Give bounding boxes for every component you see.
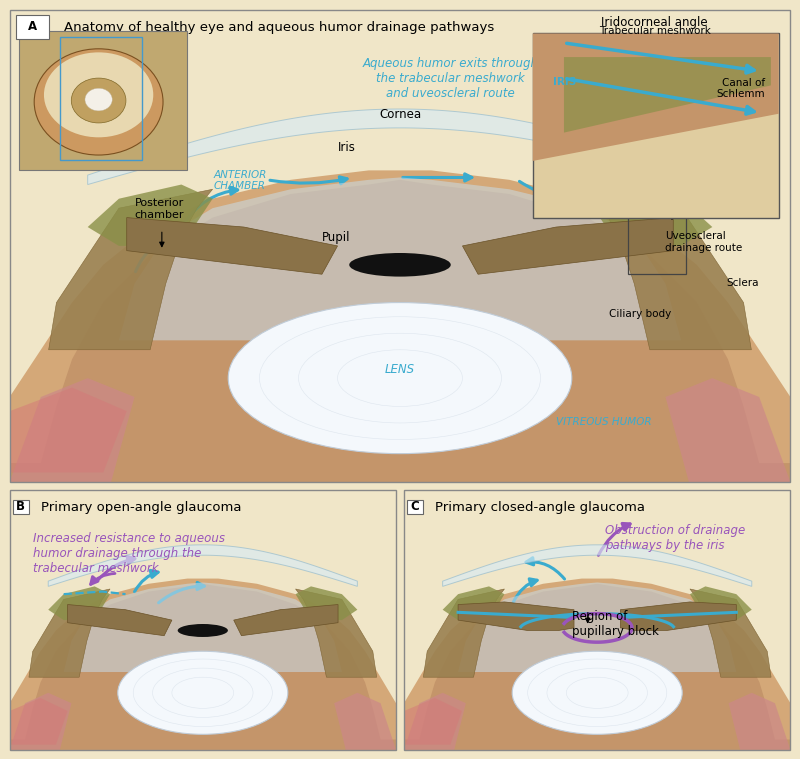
Polygon shape	[442, 587, 505, 620]
Bar	[628, 208, 686, 274]
Text: VITREOUS HUMOR: VITREOUS HUMOR	[556, 417, 652, 427]
Polygon shape	[10, 378, 134, 482]
Text: Cornea: Cornea	[379, 109, 421, 121]
Polygon shape	[10, 698, 67, 745]
Ellipse shape	[85, 88, 112, 111]
Polygon shape	[458, 602, 574, 631]
Polygon shape	[533, 33, 778, 161]
Polygon shape	[88, 109, 712, 184]
Ellipse shape	[34, 49, 163, 155]
FancyBboxPatch shape	[19, 31, 187, 170]
Text: Region of
pupillary block: Region of pupillary block	[572, 609, 659, 638]
Text: Iris: Iris	[338, 141, 355, 155]
Text: ANTERIOR
CHAMBER: ANTERIOR CHAMBER	[214, 170, 266, 191]
Text: Iridocorneal angle: Iridocorneal angle	[602, 16, 708, 29]
Polygon shape	[29, 589, 110, 677]
Text: Obstruction of drainage
pathways by the iris: Obstruction of drainage pathways by the …	[605, 524, 745, 552]
Bar	[60, 37, 142, 160]
Polygon shape	[690, 589, 771, 677]
Text: Posterior
chamber: Posterior chamber	[134, 198, 184, 219]
Polygon shape	[404, 578, 790, 750]
Polygon shape	[67, 604, 172, 636]
Polygon shape	[690, 587, 752, 620]
Polygon shape	[88, 184, 213, 246]
Polygon shape	[462, 218, 674, 274]
Text: B: B	[16, 500, 26, 513]
Polygon shape	[48, 587, 110, 620]
Text: Increased resistance to aqueous
humor drainage through the
trabecular meshwork: Increased resistance to aqueous humor dr…	[33, 532, 225, 575]
Text: Pupil: Pupil	[322, 231, 350, 244]
Polygon shape	[423, 589, 505, 677]
Polygon shape	[729, 693, 790, 750]
Polygon shape	[10, 170, 790, 482]
FancyBboxPatch shape	[407, 500, 423, 514]
Text: Sclera: Sclera	[726, 278, 759, 288]
Text: Anatomy of healthy eye and aqueous humor drainage pathways: Anatomy of healthy eye and aqueous humor…	[64, 20, 494, 34]
Polygon shape	[49, 189, 213, 350]
Ellipse shape	[178, 624, 228, 637]
Polygon shape	[404, 584, 790, 750]
Polygon shape	[334, 693, 396, 750]
Polygon shape	[666, 378, 790, 482]
Polygon shape	[126, 218, 338, 274]
Text: Canal of
Schlemm: Canal of Schlemm	[717, 77, 766, 99]
Polygon shape	[10, 388, 126, 473]
Ellipse shape	[512, 651, 682, 734]
Polygon shape	[119, 178, 681, 340]
Polygon shape	[10, 180, 790, 482]
Text: C: C	[411, 500, 419, 513]
Ellipse shape	[44, 52, 154, 137]
Polygon shape	[10, 578, 396, 750]
Ellipse shape	[118, 651, 288, 734]
Polygon shape	[10, 693, 71, 750]
Polygon shape	[10, 584, 396, 750]
FancyBboxPatch shape	[13, 500, 29, 514]
Text: A: A	[28, 20, 37, 33]
Text: Trabecular meshwork: Trabecular meshwork	[598, 27, 710, 36]
Polygon shape	[48, 545, 358, 587]
Text: Aqueous humor exits through
the trabecular meshwork
and uveoscleral route: Aqueous humor exits through the trabecul…	[362, 57, 538, 100]
Polygon shape	[295, 587, 358, 620]
Text: Uveoscleral
drainage route: Uveoscleral drainage route	[666, 231, 742, 253]
Ellipse shape	[350, 253, 450, 276]
Text: LENS: LENS	[385, 364, 415, 376]
FancyBboxPatch shape	[533, 33, 778, 218]
Polygon shape	[564, 57, 771, 133]
Text: IRIS: IRIS	[553, 77, 576, 87]
Text: Primary open-angle glaucoma: Primary open-angle glaucoma	[41, 501, 241, 514]
Polygon shape	[587, 184, 712, 246]
Polygon shape	[295, 589, 377, 677]
Polygon shape	[234, 604, 338, 636]
Polygon shape	[442, 545, 752, 587]
Polygon shape	[620, 602, 736, 631]
Polygon shape	[458, 582, 736, 672]
Polygon shape	[587, 189, 751, 350]
Ellipse shape	[228, 303, 572, 454]
Polygon shape	[404, 698, 462, 745]
Polygon shape	[64, 582, 342, 672]
Polygon shape	[404, 693, 466, 750]
Text: Ciliary body: Ciliary body	[610, 309, 671, 319]
Ellipse shape	[71, 78, 126, 123]
Text: Episcleral vein: Episcleral vein	[664, 209, 740, 219]
Text: Primary closed-angle glaucoma: Primary closed-angle glaucoma	[435, 501, 645, 514]
FancyBboxPatch shape	[16, 14, 49, 39]
Text: Drainage through
trabecular meshwork: Drainage through trabecular meshwork	[603, 153, 714, 175]
